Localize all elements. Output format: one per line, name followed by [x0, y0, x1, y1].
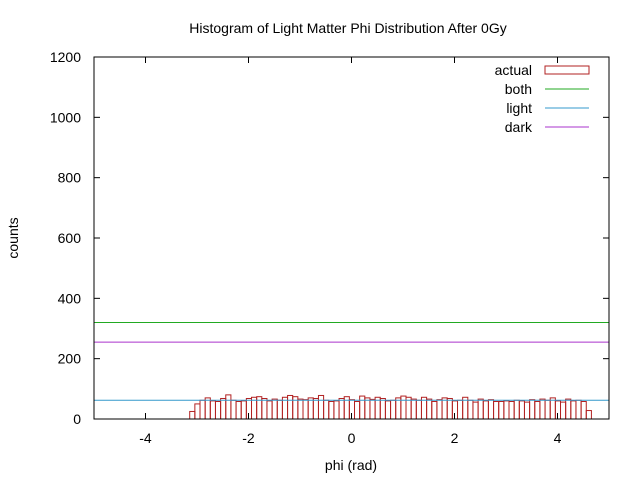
histogram-bar — [498, 401, 505, 420]
legend-label-actual: actual — [495, 62, 532, 78]
histogram-bar — [214, 401, 222, 420]
histogram-bar — [338, 397, 345, 420]
histogram-bar — [323, 399, 330, 420]
histogram-bar — [549, 397, 556, 420]
histogram-bar — [261, 397, 268, 420]
histogram-bar — [493, 401, 500, 420]
histogram-bar — [369, 398, 376, 420]
histogram-bar — [194, 403, 201, 420]
histogram-bar — [441, 397, 448, 420]
histogram-bar — [235, 401, 242, 420]
histogram-bar — [307, 397, 314, 420]
histogram-bar — [395, 397, 402, 420]
histogram-bar — [199, 399, 206, 420]
x-tick-label: 4 — [554, 430, 562, 446]
histogram-bar — [240, 400, 247, 420]
x-tick-label: -4 — [139, 430, 152, 446]
histogram-bar — [529, 399, 536, 420]
chart-title: Histogram of Light Matter Phi Distributi… — [189, 20, 506, 36]
histogram-bar — [570, 400, 577, 420]
histogram-bar — [312, 397, 319, 420]
x-axis-label: phi (rad) — [325, 457, 377, 473]
y-tick-label: 200 — [58, 351, 82, 367]
histogram-bar — [220, 397, 227, 420]
histogram-bar — [467, 399, 474, 420]
histogram-bar — [364, 397, 371, 420]
histogram-bar — [276, 399, 283, 420]
histogram-bar — [297, 398, 304, 420]
histogram-bar — [457, 399, 464, 420]
histogram-bar — [333, 400, 340, 420]
histogram-bar — [359, 395, 366, 420]
histogram-bar — [580, 401, 587, 420]
histogram-bar — [209, 400, 216, 420]
x-tick-label: -2 — [242, 430, 255, 446]
histogram-bar — [302, 399, 309, 420]
y-tick-label: 400 — [58, 290, 82, 306]
histogram-bar — [317, 394, 325, 420]
histogram-bar — [446, 397, 453, 420]
histogram-bar — [379, 397, 386, 420]
histogram-bar — [472, 401, 479, 420]
legend-swatch-actual — [544, 65, 590, 75]
histogram-bar — [575, 399, 582, 420]
y-tick-label: 1200 — [50, 49, 81, 65]
axis-ticks: -4 -2 0 2 4 0 200 400 600 800 1000 1200 — [50, 49, 609, 446]
histogram-bar — [271, 398, 278, 420]
histogram-bar — [585, 410, 592, 420]
histogram-bar — [487, 399, 495, 420]
histogram-bar — [544, 399, 551, 420]
histogram-bar — [513, 399, 520, 420]
histogram-bar — [518, 400, 525, 420]
y-tick-label: 600 — [58, 230, 82, 246]
histogram-bar — [436, 399, 443, 420]
histogram-bar — [410, 398, 417, 420]
histogram-bar — [539, 398, 546, 420]
y-tick-label: 1000 — [50, 109, 81, 125]
y-tick-label: 0 — [73, 411, 81, 427]
histogram-bar — [400, 395, 407, 420]
plot-frame — [93, 56, 610, 420]
histogram-bar — [415, 399, 422, 420]
histogram-bars — [189, 394, 592, 420]
histogram-bar — [503, 400, 510, 420]
x-tick-label: 2 — [451, 430, 459, 446]
reference-lines — [94, 321, 609, 401]
x-tick-label: 0 — [348, 430, 356, 446]
histogram-bar — [431, 401, 438, 420]
histogram-bar — [477, 398, 484, 420]
y-tick-label: 800 — [58, 170, 82, 186]
histogram-bar — [225, 394, 232, 420]
histogram-bar — [426, 398, 433, 420]
legend-label-light: light — [506, 100, 532, 116]
legend-label-dark: dark — [505, 119, 533, 135]
histogram-bar — [534, 401, 541, 420]
histogram-bar — [384, 400, 392, 420]
histogram-bar — [189, 410, 196, 420]
histogram-bar — [204, 397, 211, 420]
y-axis-label: counts — [5, 217, 21, 258]
histogram-bar — [565, 398, 572, 420]
histogram-bar — [354, 401, 361, 420]
histogram-bar — [390, 399, 397, 420]
histogram-bar — [482, 400, 489, 420]
histogram-bar — [230, 399, 237, 420]
histogram-bar — [523, 401, 531, 420]
histogram-bar — [508, 401, 515, 420]
histogram-bar — [560, 401, 567, 420]
legend-label-both: both — [505, 81, 532, 97]
histogram-bar — [266, 400, 273, 420]
legend: actual both light dark — [495, 62, 590, 135]
histogram-bar — [328, 401, 335, 420]
histogram-bar — [287, 394, 294, 420]
